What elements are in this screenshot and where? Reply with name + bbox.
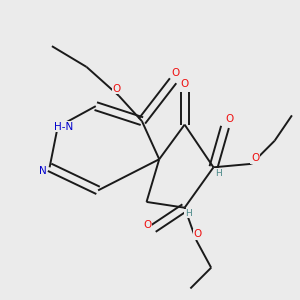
Text: H: H — [185, 209, 191, 218]
Text: O: O — [171, 68, 179, 78]
Text: O: O — [181, 79, 189, 89]
Text: O: O — [226, 114, 234, 124]
Text: H: H — [215, 169, 221, 178]
Text: O: O — [112, 84, 121, 94]
Text: O: O — [144, 220, 152, 230]
Text: O: O — [193, 229, 201, 239]
Text: O: O — [251, 153, 259, 163]
Text: H-N: H-N — [54, 122, 73, 132]
Text: N: N — [39, 166, 46, 176]
